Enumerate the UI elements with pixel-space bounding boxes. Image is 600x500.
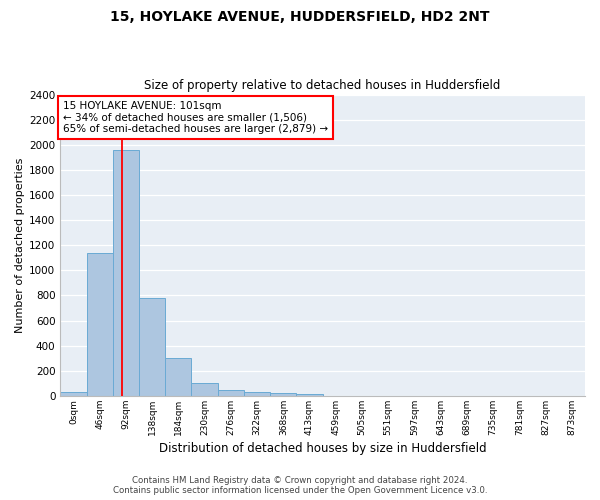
Bar bbox=[296, 394, 323, 396]
Bar bbox=[270, 394, 296, 396]
Bar bbox=[86, 253, 113, 396]
Bar bbox=[139, 298, 165, 396]
Bar bbox=[191, 382, 218, 396]
Bar bbox=[218, 390, 244, 396]
Text: 15, HOYLAKE AVENUE, HUDDERSFIELD, HD2 2NT: 15, HOYLAKE AVENUE, HUDDERSFIELD, HD2 2N… bbox=[110, 10, 490, 24]
Bar bbox=[60, 392, 86, 396]
Bar bbox=[165, 358, 191, 396]
Bar bbox=[244, 392, 270, 396]
Bar bbox=[113, 150, 139, 396]
X-axis label: Distribution of detached houses by size in Huddersfield: Distribution of detached houses by size … bbox=[159, 442, 487, 455]
Title: Size of property relative to detached houses in Huddersfield: Size of property relative to detached ho… bbox=[145, 79, 501, 92]
Text: Contains HM Land Registry data © Crown copyright and database right 2024.
Contai: Contains HM Land Registry data © Crown c… bbox=[113, 476, 487, 495]
Y-axis label: Number of detached properties: Number of detached properties bbox=[15, 158, 25, 333]
Text: 15 HOYLAKE AVENUE: 101sqm
← 34% of detached houses are smaller (1,506)
65% of se: 15 HOYLAKE AVENUE: 101sqm ← 34% of detac… bbox=[63, 101, 328, 134]
